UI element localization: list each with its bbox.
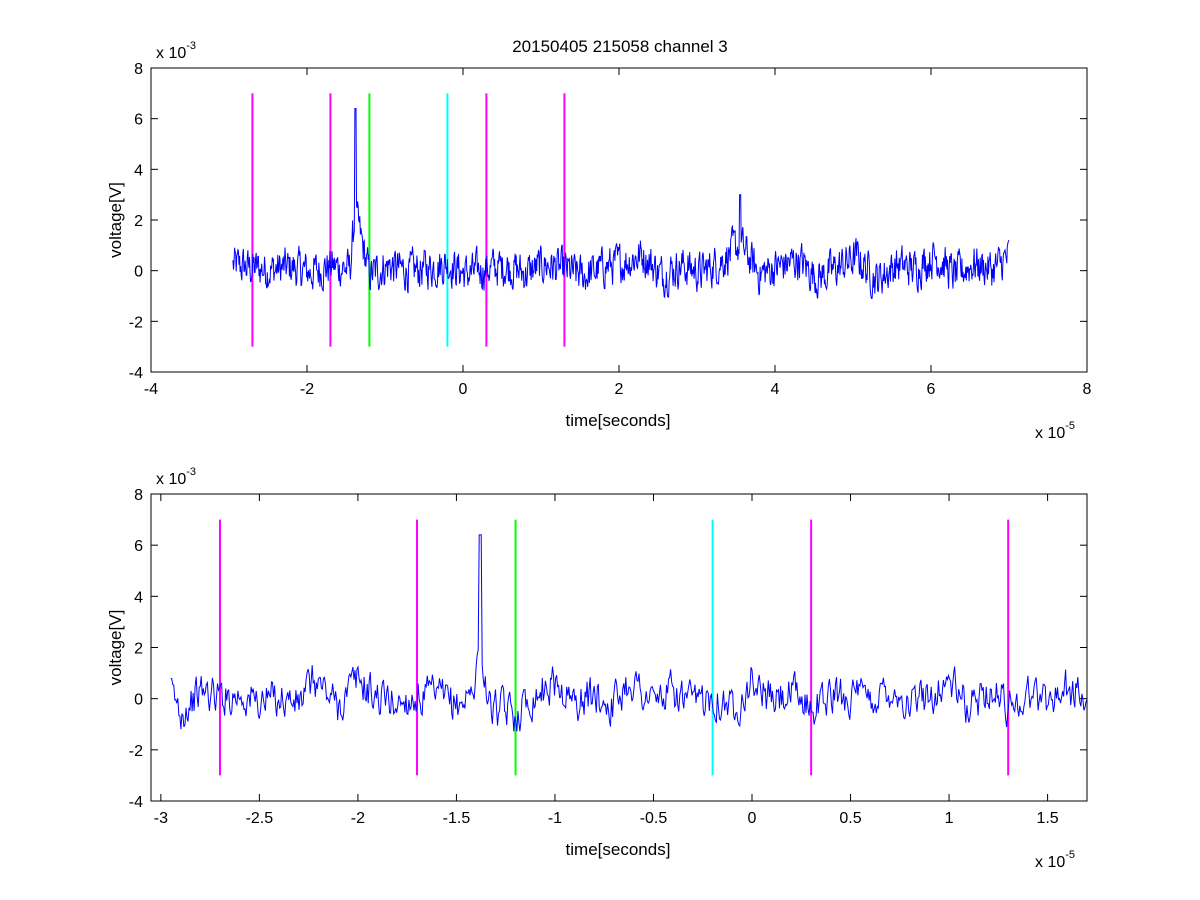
bottom-event-markers bbox=[218, 519, 1010, 776]
top-x-multiplier: x 10-5 bbox=[1035, 420, 1075, 442]
bottom-xtick-label: 0.5 bbox=[839, 810, 861, 827]
top-y-multiplier-exp: -3 bbox=[186, 40, 196, 52]
bottom-axes-box bbox=[150, 493, 1088, 802]
bottom-xtick-label: -0.5 bbox=[640, 810, 668, 827]
bottom-x-axis-label: time[seconds] bbox=[566, 840, 671, 859]
bottom-ytick-label: 4 bbox=[134, 589, 143, 606]
top-xtick-label: 8 bbox=[1083, 381, 1092, 398]
bottom-xtick-label: -2 bbox=[351, 810, 365, 827]
top-xtick-label: -4 bbox=[144, 381, 158, 398]
top-signal-trace bbox=[232, 108, 1010, 299]
bottom-xtick-label: -2.5 bbox=[246, 810, 274, 827]
top-axes-box bbox=[150, 67, 1088, 373]
bottom-ytick-label: 2 bbox=[134, 641, 143, 658]
top-ytick-label: -4 bbox=[129, 365, 143, 382]
bottom-tick-labels: -3 -2.5 -2 -1.5 -1 -0.5 0 0.5 1 1.5 -4 -2 0 2 4 6 8 bbox=[129, 487, 1059, 827]
bottom-y-multiplier: x 10-3 bbox=[156, 466, 196, 488]
bottom-signal-trace bbox=[170, 534, 1088, 732]
top-signal bbox=[232, 108, 1010, 299]
bottom-ytick-label: 6 bbox=[134, 538, 143, 555]
bottom-x-multiplier-base: x 10 bbox=[1035, 854, 1065, 871]
top-ticks bbox=[150, 67, 1088, 373]
top-y-multiplier: x 10-3 bbox=[156, 40, 196, 62]
bottom-y-multiplier-base: x 10 bbox=[156, 471, 186, 488]
bottom-xtick-label: 1 bbox=[945, 810, 954, 827]
top-xtick-label: 4 bbox=[771, 381, 780, 398]
top-ytick-label: 8 bbox=[134, 61, 143, 78]
bottom-ytick-label: 8 bbox=[134, 487, 143, 504]
bottom-x-multiplier: x 10-5 bbox=[1035, 849, 1075, 871]
top-ytick-label: 2 bbox=[134, 213, 143, 230]
bottom-ytick-label: -4 bbox=[129, 794, 143, 811]
top-xtick-label: 0 bbox=[459, 381, 468, 398]
bottom-ticks bbox=[151, 493, 1087, 802]
top-ytick-label: 0 bbox=[134, 264, 143, 281]
bottom-y-multiplier-exp: -3 bbox=[186, 466, 196, 478]
chart-title: 20150405 215058 channel 3 bbox=[512, 37, 728, 56]
bottom-xtick-label: 0 bbox=[748, 810, 757, 827]
top-ytick-label: 4 bbox=[134, 162, 143, 179]
bottom-xtick-label: 1.5 bbox=[1036, 810, 1058, 827]
top-ytick-label: -2 bbox=[129, 314, 143, 331]
bottom-xtick-label: -3 bbox=[154, 810, 168, 827]
top-ytick-label: 6 bbox=[134, 112, 143, 129]
bottom-signal bbox=[170, 534, 1088, 732]
top-x-multiplier-base: x 10 bbox=[1035, 425, 1065, 442]
top-xtick-label: 6 bbox=[927, 381, 936, 398]
bottom-y-axis-label: voltage[V] bbox=[106, 610, 125, 686]
top-x-axis-label: time[seconds] bbox=[566, 411, 671, 430]
top-y-axis-label: voltage[V] bbox=[106, 182, 125, 258]
top-event-markers bbox=[251, 93, 566, 347]
top-panel: -4 -2 0 2 4 6 8 -4 -2 0 2 4 6 8 time[seconds] voltage… bbox=[106, 40, 1092, 442]
top-y-multiplier-base: x 10 bbox=[156, 45, 186, 62]
top-xtick-label: -2 bbox=[300, 381, 314, 398]
bottom-ytick-label: 0 bbox=[134, 692, 143, 709]
top-tick-labels: -4 -2 0 2 4 6 8 -4 -2 0 2 4 6 8 bbox=[129, 61, 1092, 398]
bottom-x-multiplier-exp: -5 bbox=[1065, 849, 1075, 861]
bottom-xtick-label: -1 bbox=[548, 810, 562, 827]
bottom-panel: -3 -2.5 -2 -1.5 -1 -0.5 0 0.5 1 1.5 -4 -2 0 2 4 6 8 time… bbox=[106, 466, 1088, 871]
bottom-ytick-label: -2 bbox=[129, 743, 143, 760]
top-x-multiplier-exp: -5 bbox=[1065, 420, 1075, 432]
top-xtick-label: 2 bbox=[615, 381, 624, 398]
bottom-xtick-label: -1.5 bbox=[443, 810, 471, 827]
